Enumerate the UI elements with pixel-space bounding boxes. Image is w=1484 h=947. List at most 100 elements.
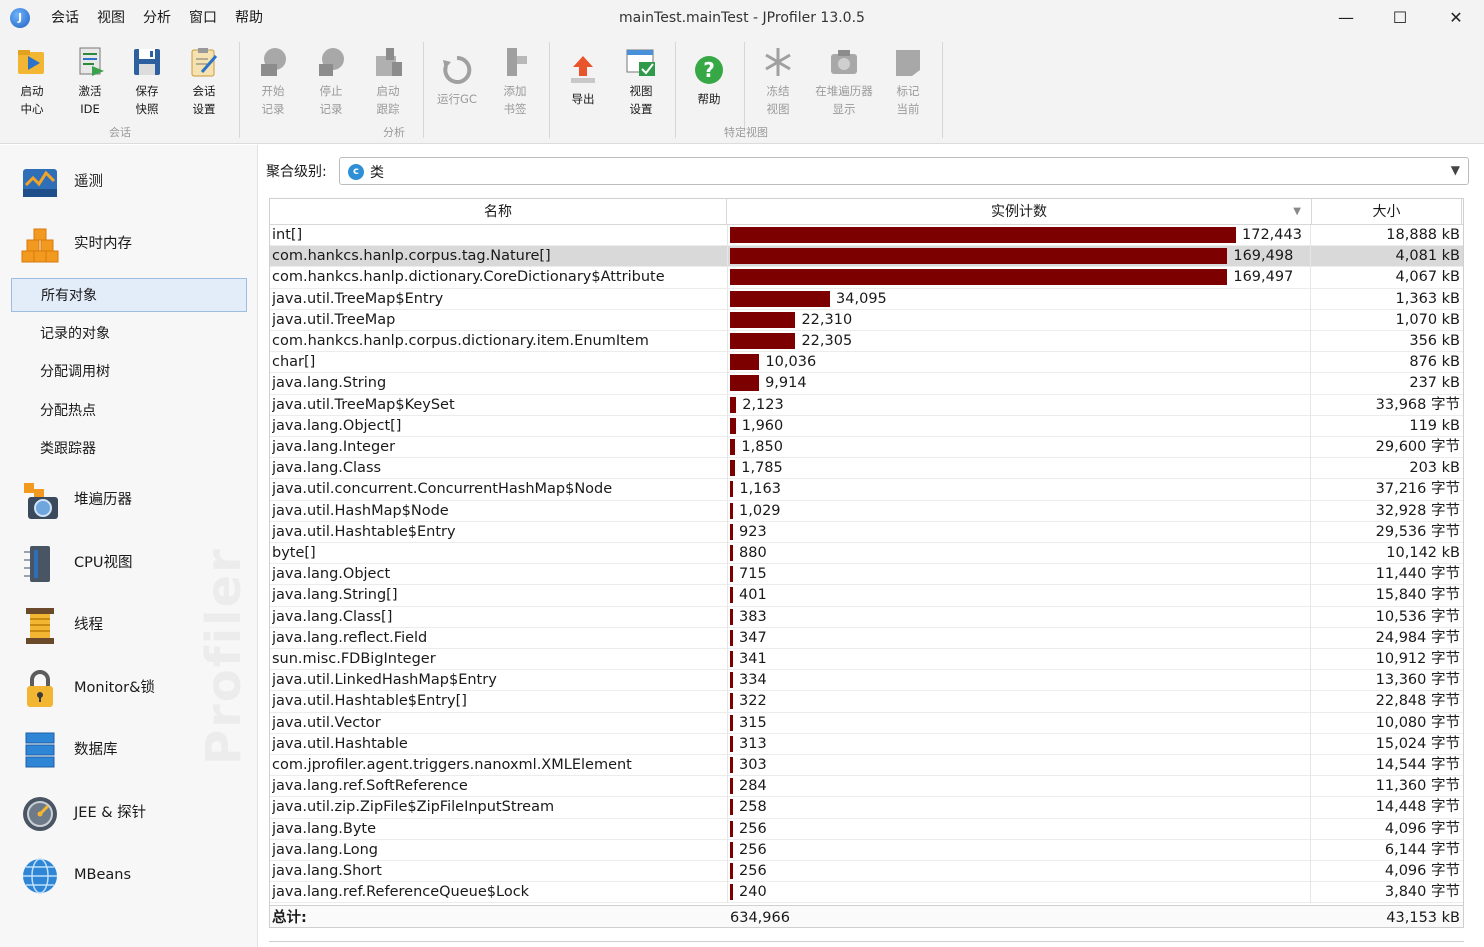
add-bookmark-button[interactable]: 添加 书签: [486, 42, 544, 122]
freeze-view-button[interactable]: 冻结 视图: [749, 42, 807, 122]
stop-recording-button[interactable]: 停止 记录: [302, 42, 360, 122]
total-label: 总计:: [272, 910, 307, 926]
close-button[interactable]: ✕: [1449, 8, 1463, 27]
instance-count-value: 715: [739, 566, 767, 583]
sidebar-subitem-allocation-hot-spots[interactable]: 分配热点: [40, 403, 96, 419]
start-tracking-button[interactable]: 启动 跟踪: [359, 42, 417, 122]
size-cell: 18,888 kB: [1386, 227, 1460, 243]
objects-table: 名称 实例计数 ▼ 大小 int[] 172,443 18,888 kB com.ha…: [269, 198, 1464, 928]
table-row[interactable]: java.util.TreeMap$Entry 34,095 1,363 kB: [270, 288, 1463, 310]
table-row[interactable]: java.lang.Object 715 11,440 字节: [270, 564, 1463, 586]
sidebar-item-telemetry[interactable]: 遥测: [18, 157, 248, 207]
table-row[interactable]: java.util.zip.ZipFile$ZipFileInputStream…: [270, 797, 1463, 819]
table-row[interactable]: java.util.Hashtable$Entry[] 322 22,848 字节: [270, 691, 1463, 713]
launch-center-button[interactable]: 启动 中心: [3, 42, 61, 122]
table-row[interactable]: com.hankcs.hanlp.dictionary.CoreDictiona…: [270, 267, 1463, 289]
save-snapshot-button[interactable]: 保存 快照: [118, 42, 176, 122]
instance-count-cell: 1,029: [727, 500, 1311, 522]
mark-current-button[interactable]: 标记 当前: [879, 42, 937, 122]
view-settings-button[interactable]: 视图 设置: [612, 42, 670, 122]
start-recording-button[interactable]: 开始 记录: [244, 42, 302, 122]
launch-center-icon: [16, 46, 48, 78]
menu-view[interactable]: 视图: [97, 10, 125, 26]
table-row[interactable]: com.hankcs.hanlp.corpus.tag.Nature[] 169,…: [270, 246, 1463, 268]
instance-count-cell: 2,123: [727, 394, 1311, 416]
instance-count-cell: 256: [727, 839, 1311, 861]
column-header-instance-count[interactable]: 实例计数 ▼: [727, 199, 1312, 225]
table-row[interactable]: java.lang.Short 256 4,096 字节: [270, 861, 1463, 883]
table-row[interactable]: java.util.concurrent.ConcurrentHashMap$N…: [270, 479, 1463, 501]
instance-count-value: 322: [739, 693, 767, 710]
instance-count-cell: 1,163: [727, 479, 1311, 501]
size-cell: 29,600 字节: [1375, 439, 1460, 455]
menu-session[interactable]: 会话: [51, 10, 79, 26]
table-row[interactable]: java.util.TreeMap 22,310 1,070 kB: [270, 309, 1463, 331]
all-objects-view: 聚合级别: c 类 ▼ 名称 实例计数 ▼ 大小 int[] 172,443 18,…: [259, 145, 1484, 947]
instance-count-value: 240: [739, 884, 767, 901]
sidebar-item-monitor-lock[interactable]: Monitor&锁: [18, 663, 248, 713]
table-row[interactable]: java.lang.Object[] 1,960 119 kB: [270, 415, 1463, 437]
table-row[interactable]: com.hankcs.hanlp.corpus.dictionary.item.…: [270, 331, 1463, 353]
table-row[interactable]: java.lang.Class 1,785 203 kB: [270, 458, 1463, 480]
table-row[interactable]: java.lang.Class[] 383 10,536 字节: [270, 606, 1463, 628]
horizontal-scrollbar[interactable]: [269, 941, 1464, 947]
table-row[interactable]: java.util.Hashtable$Entry 923 29,536 字节: [270, 521, 1463, 543]
table-row[interactable]: java.lang.ref.SoftReference 284 11,360 字节: [270, 776, 1463, 798]
table-row[interactable]: java.lang.ref.ReferenceQueue$Lock 240 3,84…: [270, 882, 1463, 904]
table-row[interactable]: byte[] 880 10,142 kB: [270, 543, 1463, 565]
total-size: 43,153 kB: [1386, 910, 1460, 926]
instance-count-bar: [730, 269, 1228, 286]
instance-count-bar: [730, 460, 736, 477]
column-header-size[interactable]: 大小: [1312, 199, 1462, 225]
table-row[interactable]: int[] 172,443 18,888 kB: [270, 225, 1463, 247]
run-gc-icon: [441, 54, 473, 86]
instance-count-value: 172,443: [1242, 227, 1302, 243]
column-header-name[interactable]: 名称: [270, 199, 727, 225]
table-row[interactable]: java.util.LinkedHashMap$Entry 334 13,360 字…: [270, 670, 1463, 692]
sidebar-subitem-all-objects[interactable]: 所有对象: [11, 278, 247, 312]
menu-analyze[interactable]: 分析: [143, 10, 171, 26]
instance-count-value: 258: [739, 799, 767, 816]
run-gc-button[interactable]: 运行GC: [428, 50, 486, 130]
table-row[interactable]: java.lang.String[] 401 15,840 字节: [270, 585, 1463, 607]
sidebar-subitem-allocation-call-tree[interactable]: 分配调用树: [40, 364, 110, 380]
table-row[interactable]: java.lang.Long 256 6,144 字节: [270, 839, 1463, 861]
minimize-button[interactable]: —: [1338, 8, 1354, 27]
class-name-cell: byte[]: [272, 545, 316, 561]
export-button[interactable]: 导出: [554, 50, 612, 130]
table-row[interactable]: java.util.HashMap$Node 1,029 32,928 字节: [270, 500, 1463, 522]
class-icon: c: [348, 164, 364, 180]
sidebar-item-jee-probes[interactable]: JEE & 探针: [18, 788, 248, 838]
menu-help[interactable]: 帮助: [235, 10, 263, 26]
sidebar-item-mbeans[interactable]: MBeans: [18, 850, 248, 900]
sidebar-item-threads[interactable]: 线程: [18, 600, 248, 650]
sidebar-item-live-memory[interactable]: 实时内存: [18, 219, 248, 269]
menu-window[interactable]: 窗口: [189, 10, 217, 26]
table-row[interactable]: java.lang.Integer 1,850 29,600 字节: [270, 437, 1463, 459]
table-row[interactable]: java.lang.Byte 256 4,096 字节: [270, 818, 1463, 840]
show-in-heap-walker-button[interactable]: 在堆遍历器 显示: [810, 42, 878, 122]
sidebar-subitem-class-tracker[interactable]: 类跟踪器: [40, 441, 96, 457]
activate-ide-button[interactable]: 激活 IDE: [61, 42, 119, 122]
table-row[interactable]: sun.misc.FDBigInteger 341 10,912 字节: [270, 649, 1463, 671]
jprofiler-logo-icon[interactable]: J: [10, 8, 30, 28]
sidebar-subitem-recorded-objects[interactable]: 记录的对象: [40, 326, 110, 342]
sidebar-item-heap-walker[interactable]: 堆遍历器: [18, 475, 248, 525]
instance-count-value: 256: [739, 863, 767, 879]
mbeans-icon: [20, 856, 60, 896]
class-name-cell: java.util.TreeMap$Entry: [272, 290, 444, 307]
table-row[interactable]: com.jprofiler.agent.triggers.nanoxml.XML…: [270, 755, 1463, 777]
table-row[interactable]: char[] 10,036 876 kB: [270, 352, 1463, 374]
table-row[interactable]: java.lang.reflect.Field 347 24,984 字节: [270, 627, 1463, 649]
maximize-button[interactable]: ☐: [1392, 8, 1408, 27]
aggregation-level-select[interactable]: c 类 ▼: [339, 157, 1469, 185]
help-button[interactable]: ? 帮助: [680, 50, 738, 130]
table-row[interactable]: java.util.Hashtable 313 15,024 字节: [270, 733, 1463, 755]
table-row[interactable]: java.lang.String 9,914 237 kB: [270, 373, 1463, 395]
table-row[interactable]: java.util.TreeMap$KeySet 2,123 33,968 字节: [270, 394, 1463, 416]
session-settings-button[interactable]: 会话 设置: [175, 42, 233, 122]
sidebar-item-database[interactable]: 数据库: [18, 725, 248, 775]
table-row[interactable]: java.util.Vector 315 10,080 字节: [270, 712, 1463, 734]
class-name-cell: java.lang.Long: [272, 841, 378, 858]
sidebar-item-cpu-views[interactable]: CPU视图: [18, 538, 248, 588]
